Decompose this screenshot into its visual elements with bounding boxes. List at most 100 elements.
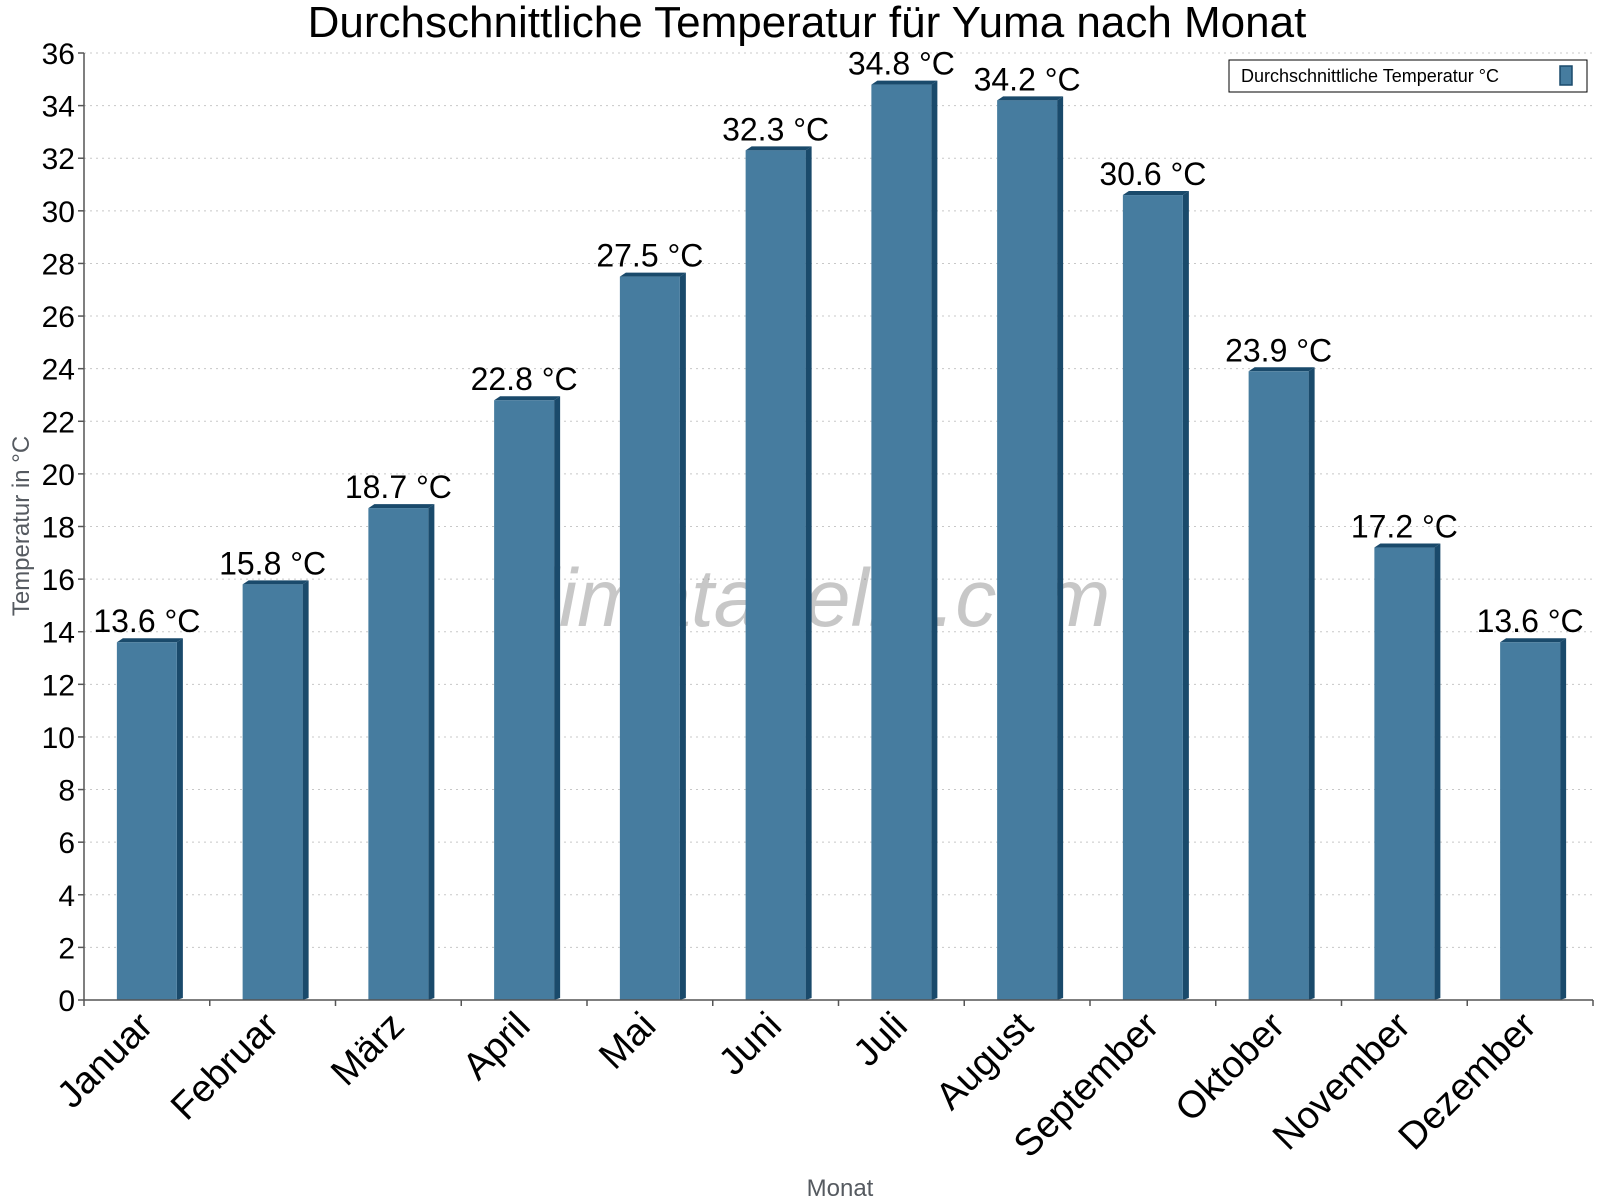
bar-front [494, 400, 555, 1000]
bar-side [1057, 96, 1064, 1001]
bar-side [302, 580, 309, 1000]
data-label: 13.6 °C [93, 603, 200, 639]
y-axis-title: Temperatur in °C [8, 436, 35, 616]
bar-front [1248, 371, 1309, 1000]
bar-top [242, 580, 309, 585]
y-tick-label: 8 [58, 775, 75, 808]
bar-side [1560, 638, 1567, 1000]
y-tick-label: 18 [42, 512, 75, 545]
bar-front [1122, 195, 1183, 1001]
bar-front [871, 84, 932, 1001]
legend-swatch [1559, 65, 1573, 86]
bar-front [368, 508, 429, 1000]
x-tick-label: Oktober [1168, 1004, 1294, 1130]
bar-top [745, 146, 812, 151]
bar-top [997, 96, 1064, 101]
bar [1374, 543, 1441, 1000]
bar-side [554, 396, 561, 1000]
bar-top [494, 396, 561, 401]
gridlines [84, 52, 1593, 948]
bar [116, 638, 183, 1000]
x-tick-label: Juli [846, 1005, 916, 1075]
data-label: 22.8 °C [471, 361, 578, 397]
y-tick-label: 0 [58, 985, 75, 1018]
y-tick-label: 4 [58, 880, 75, 913]
y-tick-label: 32 [42, 143, 75, 176]
data-label: 15.8 °C [219, 545, 326, 581]
bar-front [745, 150, 806, 1000]
bar [494, 396, 561, 1000]
bar-side [176, 638, 183, 1000]
data-label: 23.9 °C [1225, 332, 1332, 368]
bar-top [619, 272, 686, 277]
bar-front [997, 100, 1058, 1001]
y-tick-label: 6 [58, 827, 75, 860]
bar [745, 146, 812, 1000]
x-tick-labels: Januar Februar März April Mai Juni Juli AugustS… [49, 1000, 1594, 1166]
data-label: 13.6 °C [1477, 603, 1584, 639]
y-tick-label: 28 [42, 248, 75, 281]
legend-label: Durchschnittliche Temperatur °C [1241, 66, 1499, 86]
bar [368, 504, 435, 1000]
data-label: 18.7 °C [345, 469, 452, 505]
x-tick-label: Mai [591, 1005, 664, 1078]
x-tick-label: Juni [711, 1005, 790, 1084]
y-tick-label: 14 [42, 617, 75, 650]
legend-box [1228, 59, 1588, 93]
x-tick-label: März [323, 1005, 412, 1094]
y-tick-label: 20 [42, 459, 75, 492]
y-tick-label: 36 [42, 38, 75, 71]
bar-top [1500, 638, 1567, 643]
bar-top [1122, 191, 1189, 196]
bar-side [679, 272, 686, 1000]
legend: Durchschnittliche Temperatur °C [1228, 59, 1588, 93]
data-labels: 13.6 °C 15.8 °C 18.7 °C 22.8 °C 27.5 °C 32.3 … [93, 46, 1583, 640]
bar-side [428, 504, 435, 1000]
bar-side [1434, 543, 1441, 1000]
bar [1500, 638, 1567, 1000]
data-label: 32.3 °C [722, 111, 829, 147]
bar [1122, 191, 1189, 1001]
bar-side [1308, 367, 1315, 1000]
bar-top [116, 638, 183, 643]
bar-side [931, 80, 938, 1001]
data-label: 34.8 °C [848, 46, 955, 82]
bar-front [619, 276, 680, 1000]
x-tick-label: August [928, 1004, 1042, 1118]
data-label: 17.2 °C [1351, 509, 1458, 545]
data-label: 30.6 °C [1099, 156, 1206, 192]
chart-title: Durchschnittliche Temperatur für Yuma na… [308, 0, 1307, 47]
bar-side [805, 146, 812, 1000]
y-tick-label: 24 [42, 354, 75, 387]
y-tick-label: 10 [42, 722, 75, 755]
bar [997, 96, 1064, 1001]
x-axis-title: Monat [807, 1175, 874, 1200]
x-tick-label: Dezember [1391, 1004, 1545, 1158]
y-tick-label: 30 [42, 196, 75, 229]
bar [242, 580, 309, 1000]
y-tick-label: 16 [42, 564, 75, 597]
bar-front [1374, 547, 1435, 1000]
data-label: 27.5 °C [596, 238, 703, 274]
bar [619, 272, 686, 1000]
x-tick-label: Januar [49, 1004, 161, 1116]
bar-top [368, 504, 435, 509]
bar-top [871, 80, 938, 85]
bar-side [1182, 191, 1189, 1001]
x-tick-label: Februar [163, 1004, 287, 1128]
y-tick-label: 34 [42, 91, 75, 124]
bar-front [1500, 642, 1561, 1000]
bar-top [1374, 543, 1441, 548]
bar-front [242, 584, 303, 1000]
data-label: 34.2 °C [974, 61, 1081, 97]
y-tick-label: 26 [42, 301, 75, 334]
bar [1248, 367, 1315, 1000]
bar-front [116, 642, 177, 1000]
y-tick-label: 2 [58, 932, 75, 965]
bars [116, 80, 1567, 1001]
x-tick-label: April [455, 1005, 538, 1088]
y-tick-label: 22 [42, 406, 75, 439]
bar-top [1248, 367, 1315, 372]
